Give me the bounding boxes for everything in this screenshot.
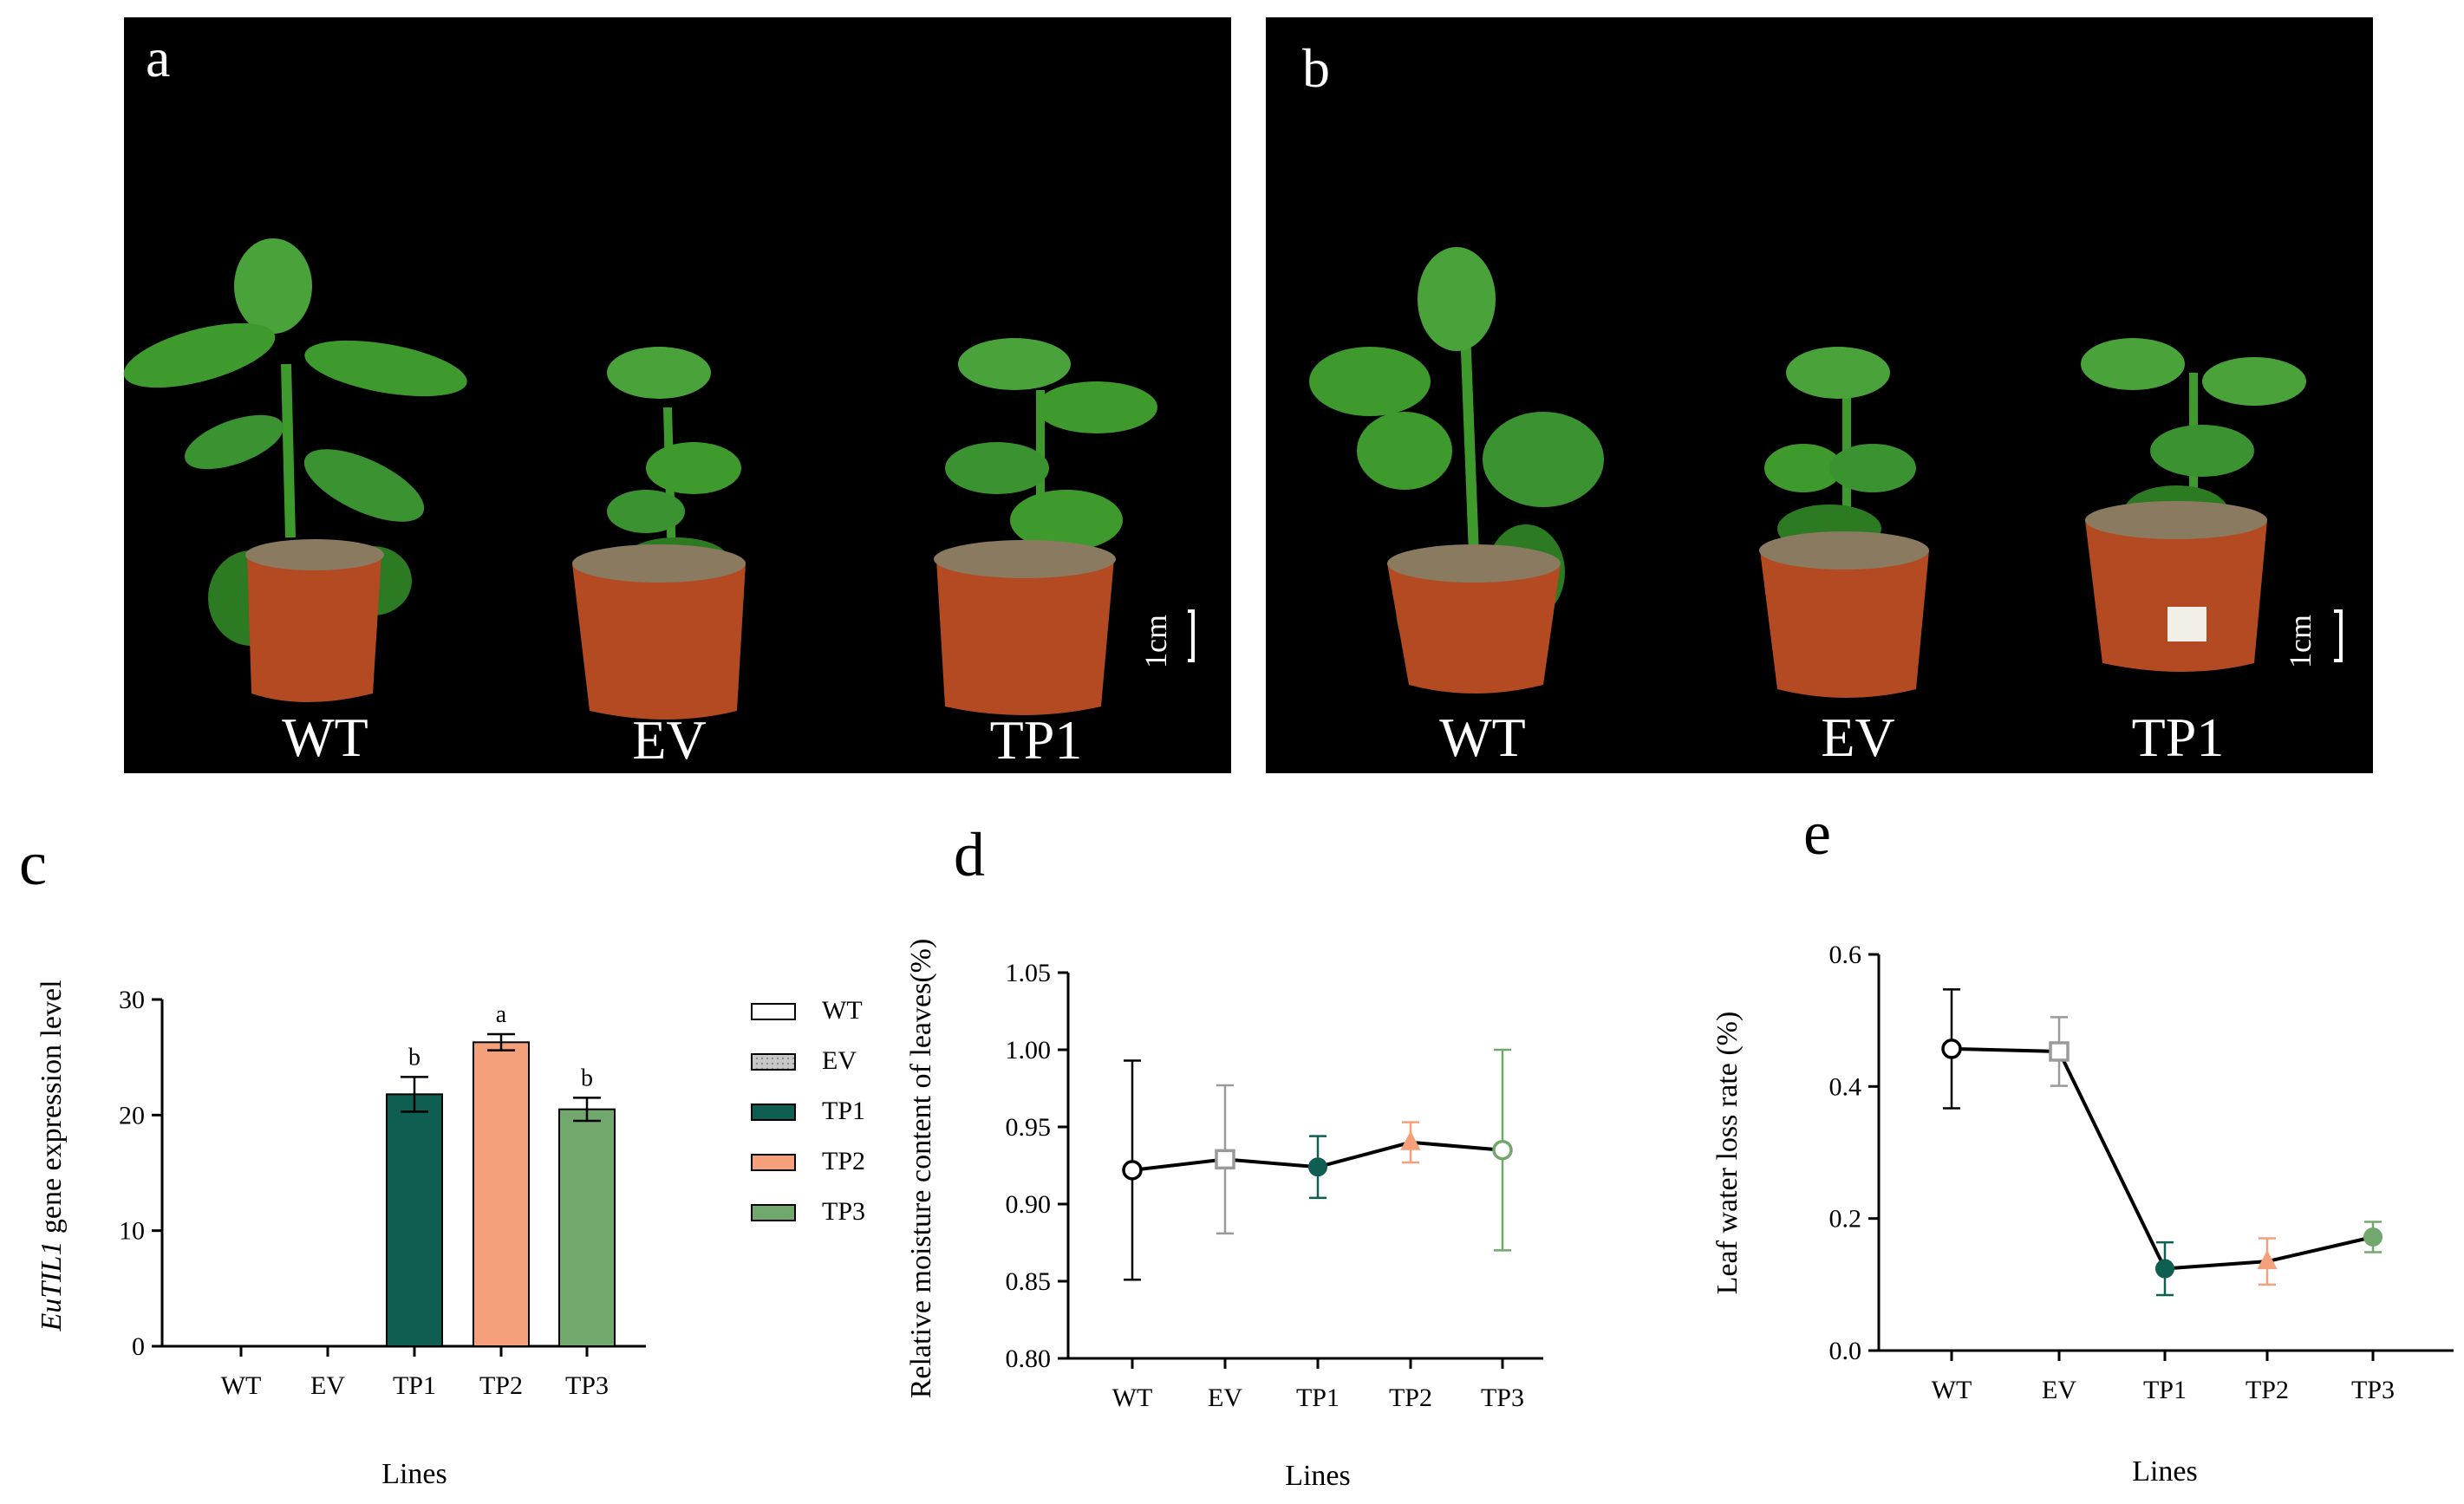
significance-letter: a: [496, 1001, 507, 1028]
y-tick-label: 0.2: [1829, 1205, 1862, 1234]
chart-c-legend: WT EV TP1 TP2 TP3: [751, 996, 865, 1226]
x-tick-label: WT: [1112, 1384, 1153, 1412]
legend-label-tp2: TP2: [822, 1147, 865, 1175]
legend-label-tp3: TP3: [822, 1197, 865, 1226]
y-tick-label: 0.0: [1829, 1337, 1862, 1365]
plant-tp1: [2081, 338, 2306, 672]
plant-wt: [123, 238, 467, 702]
x-tick-label: TP2: [1389, 1384, 1432, 1412]
panel-b-photo: b WT EV TP1 1cm: [1266, 17, 2373, 773]
panel-b-label-wt: WT: [1439, 706, 1526, 768]
marker-tp2: [2257, 1250, 2278, 1270]
significance-letter: b: [581, 1065, 593, 1091]
x-tick-label: TP1: [1296, 1384, 1340, 1412]
y-tick-label: 0.4: [1829, 1072, 1862, 1101]
chart-e: 0.0 0.2 0.4 0.6 WT EV TP1 TP2 TP3 Leaf water los…: [1711, 941, 2454, 1488]
legend-swatch-tp3: [751, 1204, 796, 1221]
bar-tp3: [558, 1108, 616, 1347]
panel-a-photo: a WT EV TP1 1cm: [123, 17, 1231, 773]
marker-tp2: [1400, 1130, 1421, 1150]
plant-wt: [1309, 247, 1604, 693]
x-tick-label: TP3: [2351, 1376, 2395, 1404]
panel-a-label-tp1: TP1: [990, 709, 1083, 771]
y-tick-label: 20: [119, 1101, 145, 1130]
marker-ev: [1215, 1149, 1235, 1170]
chart-d-series: [1122, 1048, 1513, 1281]
marker-tp3: [1492, 1139, 1513, 1161]
chart-c-ylabel-rest: gene expression level: [36, 980, 68, 1240]
x-tick-label: TP3: [1481, 1384, 1524, 1412]
marker-wt: [1122, 1160, 1143, 1181]
legend-swatch-ev: [751, 1053, 796, 1071]
panel-b-scale-label: 1cm: [2283, 615, 2317, 668]
chart-c-bars: b a b: [386, 1001, 616, 1348]
x-tick-label: WT: [1932, 1376, 1972, 1404]
panel-b-label-tp1: TP1: [2132, 706, 2225, 768]
y-tick-label: 0.90: [1006, 1190, 1052, 1219]
chart-e-ylabel: Leaf water loss rate (%): [1711, 1012, 1744, 1295]
x-tick-label: EV: [2042, 1376, 2076, 1404]
bar-tp1: [386, 1093, 443, 1348]
x-tick-label: EV: [310, 1371, 345, 1400]
x-tick-label: TP3: [565, 1371, 609, 1400]
plant-tp1: [934, 338, 1157, 715]
chart-e-series: [1941, 988, 2383, 1297]
y-tick-label: 1.00: [1006, 1036, 1052, 1065]
legend-swatch-tp2: [751, 1154, 796, 1171]
panel-a-letter: a: [146, 27, 170, 88]
y-tick-label: 10: [119, 1217, 145, 1246]
x-tick-label: WT: [221, 1371, 262, 1400]
legend-label-wt: WT: [822, 996, 863, 1025]
chart-e-xlabel: Lines: [2132, 1455, 2198, 1488]
y-tick-label: 30: [119, 986, 145, 1014]
bar-tp2: [473, 1041, 530, 1348]
chart-c-xlabel: Lines: [381, 1458, 447, 1490]
y-tick-label: 0: [132, 1332, 145, 1361]
panel-b-scale-bar: [2334, 609, 2343, 662]
chart-d-axes: 0.80 0.85 0.90 0.95 1.00 1.05 WT EV TP1 TP2 TP3: [1006, 959, 1543, 1412]
chart-d-ylabel: Relative moisture content of leaves(%): [905, 939, 937, 1399]
marker-tp1: [1308, 1157, 1327, 1177]
y-tick-label: 0.80: [1006, 1344, 1052, 1373]
x-tick-label: EV: [1208, 1384, 1242, 1412]
chart-c-ylabel: EuTIL1 gene expression level: [36, 980, 68, 1331]
y-tick-label: 0.95: [1006, 1113, 1052, 1142]
chart-e-axes: 0.0 0.2 0.4 0.6 WT EV TP1 TP2 TP3: [1829, 941, 2454, 1404]
panel-c-letter: c: [19, 829, 47, 898]
x-tick-label: TP2: [2246, 1376, 2289, 1404]
panel-b-letter: b: [1302, 37, 1330, 99]
y-tick-label: 0.85: [1006, 1267, 1052, 1296]
marker-ev: [2049, 1041, 2070, 1062]
chart-c-ylabel-gene: EuTIL1: [36, 1241, 68, 1332]
panel-d-letter: d: [954, 820, 985, 889]
chart-d-xlabel: Lines: [1285, 1460, 1351, 1492]
panel-a-label-wt: WT: [282, 706, 368, 768]
legend-label-ev: EV: [822, 1046, 857, 1075]
chart-d: 0.80 0.85 0.90 0.95 1.00 1.05 WT EV TP1 TP2 TP3 Re…: [905, 939, 1543, 1492]
marker-tp3: [2363, 1227, 2383, 1247]
plant-ev: [572, 347, 746, 719]
chart-c: 0 10 20 30 WT EV TP1 TP2 TP3 b a b EuTIL1 gene exp…: [36, 980, 865, 1490]
panel-a-scale-bar: [1188, 609, 1195, 662]
marker-wt: [1941, 1038, 1962, 1059]
panel-b-label-ev: EV: [1821, 706, 1894, 768]
marker-tp1: [2155, 1259, 2174, 1279]
series-line: [1951, 1046, 2374, 1271]
panel-e-letter: e: [1803, 798, 1831, 868]
plant-ev: [1759, 347, 1929, 698]
x-tick-label: TP1: [2143, 1376, 2187, 1404]
legend-swatch-wt: [751, 1003, 796, 1020]
x-tick-label: TP2: [479, 1371, 523, 1400]
y-tick-label: 1.05: [1006, 959, 1052, 987]
x-tick-label: TP1: [393, 1371, 436, 1400]
legend-label-tp1: TP1: [822, 1097, 865, 1125]
legend-swatch-tp1: [751, 1104, 796, 1121]
panel-a-scale-label: 1cm: [1138, 615, 1173, 668]
panel-a-label-ev: EV: [632, 709, 706, 771]
significance-letter: b: [408, 1044, 420, 1071]
y-tick-label: 0.6: [1829, 941, 1862, 969]
